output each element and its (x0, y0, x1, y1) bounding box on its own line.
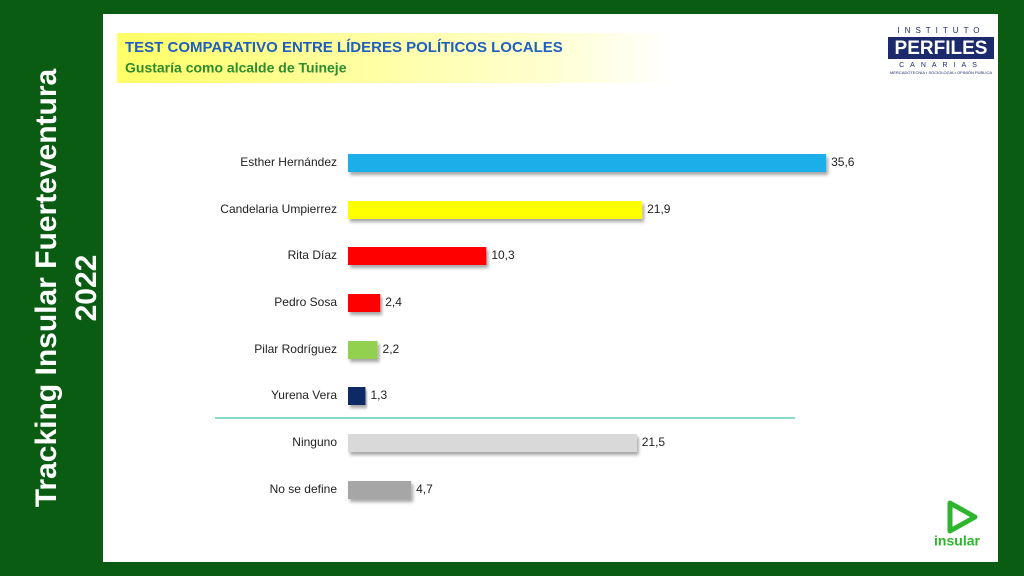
logo-text: INSTITUTO (897, 26, 984, 35)
category-label: Pedro Sosa (274, 295, 337, 309)
bar (348, 387, 366, 405)
category-label: Ninguno (292, 435, 337, 449)
value-label: 2,2 (383, 342, 400, 356)
value-label: 1,3 (370, 388, 387, 402)
chart-title: TEST COMPARATIVO ENTRE LÍDERES POLÍTICOS… (125, 39, 563, 56)
value-label: 2,4 (385, 295, 402, 309)
category-label: Pilar Rodríguez (254, 342, 337, 356)
bar (348, 434, 637, 452)
logo-text: CANARIAS (899, 62, 983, 69)
perfiles-logo: INSTITUTO PERFILES CANARIAS MERCADOTECNI… (888, 26, 994, 75)
panel (103, 14, 998, 562)
category-label: Esther Hernández (240, 155, 337, 169)
logo-text: insular (934, 533, 980, 549)
bar (348, 154, 827, 172)
value-label: 21,5 (642, 435, 666, 449)
side-title: Tracking Insular Fuerteventura (30, 68, 63, 507)
category-label: No se define (270, 482, 338, 496)
bar (348, 201, 643, 219)
title-box (117, 33, 672, 83)
insular-logo: insular (934, 500, 981, 549)
logo-band (888, 37, 994, 59)
logo-icon (947, 500, 978, 534)
bar (348, 481, 412, 499)
bar (348, 341, 378, 359)
side-title: 2022 (70, 255, 103, 322)
chart-subtitle: Gustaría como alcalde de Tuineje (125, 60, 347, 76)
value-label: 21,9 (647, 202, 671, 216)
logo-text: PERFILES (895, 38, 988, 59)
logo-text: MERCADOTECNIA • SOCIOLOGÍA • OPINIÓN PÚB… (890, 70, 992, 75)
value-label: 4,7 (416, 482, 433, 496)
value-label: 35,6 (831, 155, 855, 169)
category-label: Yurena Vera (271, 388, 337, 402)
value-label: 10,3 (491, 248, 515, 262)
bar (348, 294, 381, 312)
category-label: Candelaria Umpierrez (220, 202, 337, 216)
bar (348, 247, 487, 265)
category-label: Rita Díaz (288, 248, 337, 262)
